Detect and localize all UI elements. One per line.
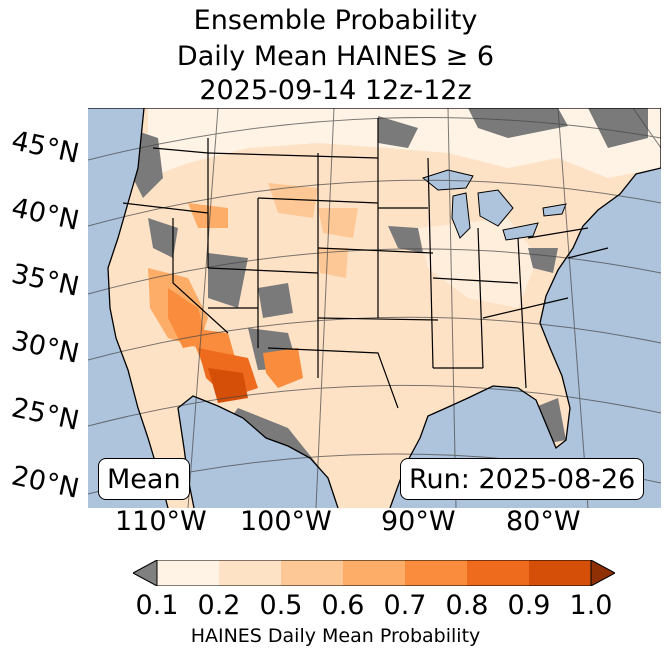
colorbar-segment [157, 560, 219, 586]
colorbar-tick: 0.2 [197, 590, 241, 621]
colorbar-segment [405, 560, 467, 586]
colorbar-frame [156, 560, 592, 586]
lat-label-40n: 40°N [8, 192, 82, 237]
colorbar-segment [281, 560, 343, 586]
colorbar-tick: 1.0 [569, 590, 613, 621]
lon-label-90w: 90°W [381, 506, 456, 537]
colorbar-under-arrow [133, 560, 158, 586]
title-line-2: Daily Mean HAINES ≥ 6 [176, 41, 495, 72]
lat-label-20n: 20°N [8, 460, 82, 505]
mode-label-box: Mean [98, 458, 190, 500]
colorbar-segment [467, 560, 529, 586]
lon-label-110w: 110°W [115, 506, 207, 537]
colorbar [133, 560, 615, 586]
colorbar-tick: 0.9 [507, 590, 551, 621]
colorbar-tick: 0.7 [383, 590, 427, 621]
run-label-box: Run: 2025-08-26 [400, 458, 645, 500]
colorbar-tick: 0.5 [259, 590, 303, 621]
state-borders [122, 118, 609, 409]
coastline [88, 108, 661, 508]
graticule [88, 108, 661, 508]
title-line-3: 2025-09-14 12z-12z [199, 75, 472, 106]
lat-label-45n: 45°N [8, 125, 82, 170]
map-panel [88, 108, 661, 508]
colorbar-tick: 0.6 [321, 590, 365, 621]
lat-label-35n: 35°N [8, 258, 82, 303]
land-probability-base [88, 108, 661, 508]
colorbar-tick: 0.1 [135, 590, 179, 621]
lat-label-25n: 25°N [8, 392, 82, 437]
colorbar-segment [219, 560, 281, 586]
lat-label-30n: 30°N [8, 325, 82, 370]
colorbar-over-arrow [590, 560, 615, 586]
lon-label-100w: 100°W [240, 506, 332, 537]
title-line-1: Ensemble Probability [193, 5, 478, 36]
colorbar-segment [343, 560, 405, 586]
colorbar-tick: 0.8 [445, 590, 489, 621]
colorbar-segment [529, 560, 591, 586]
colorbar-label: HAINES Daily Mean Probability [190, 625, 481, 647]
lon-label-80w: 80°W [506, 506, 581, 537]
